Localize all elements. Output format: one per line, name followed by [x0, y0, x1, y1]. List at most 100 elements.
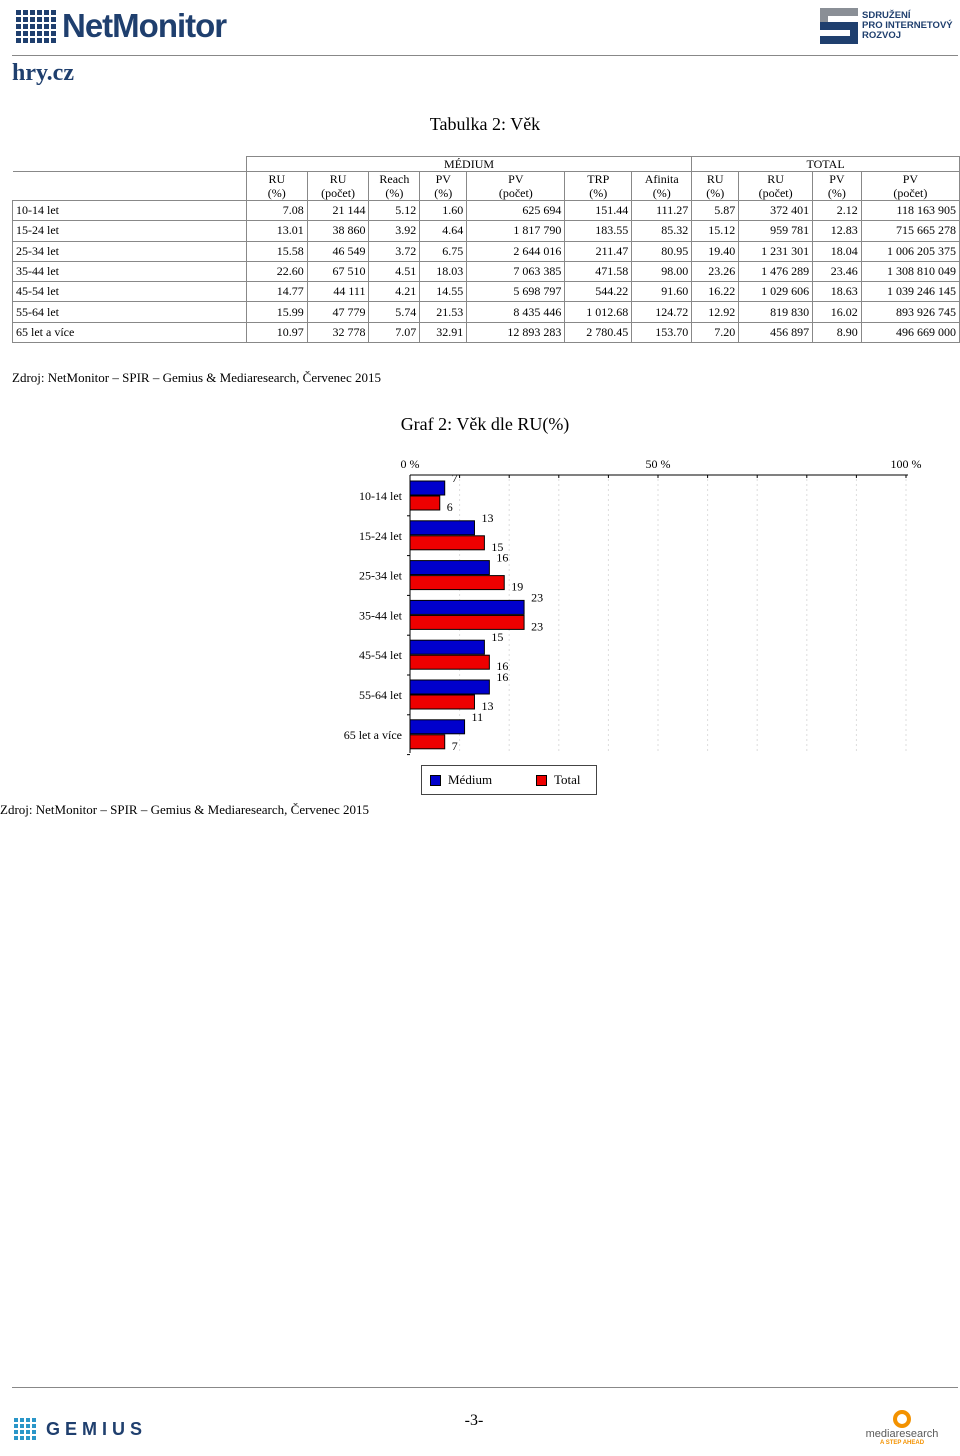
bar-mdium	[409, 520, 475, 536]
bar-mdium	[409, 679, 490, 695]
table-cell: 91.60	[631, 281, 693, 303]
bar-total	[409, 614, 525, 630]
table-cell: 8.90	[812, 321, 862, 344]
table-cell: 544.22	[564, 281, 633, 303]
category-label: 35-44 let	[359, 608, 403, 622]
table-cell: 3.92	[368, 220, 421, 242]
table-corner	[12, 156, 247, 172]
site-title: hry.cz	[12, 60, 74, 86]
x-tick-label: 0 %	[401, 457, 420, 471]
table-cell: 23.26	[691, 260, 740, 283]
table-cell: 6.75	[419, 240, 468, 262]
table-cell: 12.92	[691, 301, 740, 323]
table-cell: 456 897	[738, 321, 814, 344]
table-title: Tabulka 2: Věk	[429, 114, 541, 134]
table-row: 45-54 let 14.77 44 111 4.21 14.55 5 698 797 54…	[12, 281, 960, 303]
bar-data-label: 19	[511, 580, 523, 594]
table-cell: 471.58	[564, 260, 633, 283]
spir-wordmark: SDRUŽENÍ PRO INTERNETOVÝ ROZVOJ	[862, 11, 953, 41]
table-cell: 22.60	[245, 260, 308, 283]
bar-total	[409, 734, 446, 750]
bar-mdium	[409, 719, 466, 735]
bar-data-label: 23	[531, 590, 543, 604]
legend-item-medium: Médium	[430, 772, 492, 788]
table-cell: 18.03	[419, 260, 468, 283]
column-header: RU (%)	[245, 171, 308, 201]
table-cell: 151.44	[564, 199, 633, 222]
table-cell: 7 063 385	[466, 260, 566, 283]
table-cell: 16.02	[812, 301, 862, 323]
table-cell: 47 779	[306, 301, 370, 323]
table-cell: 5.87	[691, 199, 740, 222]
age-bar-chart: 0 % 50 % 100 % 10-14 let 7 6 15-24 let 13 15 25-3…	[344, 457, 922, 756]
category-label: 10-14 let	[359, 489, 403, 503]
table-cell: 7.20	[691, 321, 740, 344]
column-header: RU (počet)	[306, 171, 370, 201]
table-cell: 3.72	[368, 240, 421, 262]
row-label: 65 let a více	[12, 321, 247, 344]
column-header: Afinita (%)	[631, 171, 693, 201]
table-cell: 21.53	[419, 301, 468, 323]
category-label: 55-64 let	[359, 688, 403, 702]
table-cell: 111.27	[631, 199, 693, 222]
bar-data-label: 16	[496, 670, 508, 684]
table-cell: 12.83	[812, 220, 862, 242]
chart-title: Graf 2: Věk dle RU(%)	[400, 414, 570, 434]
netmonitor-dots-icon	[16, 9, 56, 43]
bar-data-label: 7	[452, 739, 458, 753]
mediaresearch-logo: mediaresearch A STEP AHEAD	[862, 1410, 942, 1447]
table-row: 55-64 let 15.99 47 779 5.74 21.53 8 435 446 1 …	[12, 301, 960, 323]
bar-total	[409, 495, 441, 511]
table-cell: 13.01	[245, 220, 308, 242]
bar-mdium	[409, 599, 525, 615]
mediaresearch-ring-icon	[893, 1410, 911, 1428]
table-row: 15-24 let 13.01 38 860 3.92 4.64 1 817 790 183…	[12, 220, 960, 242]
bar-mdium	[409, 639, 485, 655]
netmonitor-wordmark: NetMonitor	[62, 7, 227, 44]
table-cell: 67 510	[306, 260, 370, 283]
bar-mdium	[409, 560, 490, 576]
table-cell: 183.55	[564, 220, 633, 242]
gemius-dots-icon	[14, 1418, 36, 1440]
table-cell: 15.99	[245, 301, 308, 323]
table-cell: 44 111	[306, 281, 370, 303]
gemius-logo: GEMIUS	[14, 1418, 147, 1440]
bar-data-label: 11	[472, 710, 484, 724]
table-column-header: RU (%) RU (počet) Reach (%) PV (%) PV (počet) TRP(…	[12, 171, 960, 201]
table-cell: 80.95	[631, 240, 693, 262]
legend-item-total: Total	[536, 772, 581, 788]
legend-swatch-medium	[430, 774, 441, 786]
table-cell: 496 669 000	[860, 321, 960, 344]
table-cell: 893 926 745	[860, 301, 960, 323]
table-cell: 1 029 606	[738, 281, 814, 303]
row-label: 15-24 let	[12, 220, 247, 242]
bar-data-label: 6	[447, 500, 453, 514]
spir-line-2: PRO INTERNETOVÝ	[862, 20, 953, 31]
table-cell: 1 006 205 375	[860, 240, 960, 262]
x-tick-label: 100 %	[891, 457, 922, 471]
column-header: TRP (%)	[564, 171, 633, 201]
table-cell: 15.58	[245, 240, 308, 262]
table-cell: 14.55	[419, 281, 468, 303]
table-cell: 46 549	[306, 240, 370, 262]
table-cell: 118 163 905	[860, 199, 960, 222]
table-cell: 1 039 246 145	[860, 281, 960, 303]
spir-mark-icon	[820, 8, 858, 44]
table-cell: 1.60	[419, 199, 468, 222]
table-cell: 211.47	[564, 240, 633, 262]
table-cell: 32.91	[419, 321, 468, 344]
bar-data-label: 7	[452, 471, 458, 485]
table-cell: 4.64	[419, 220, 468, 242]
netmonitor-logo: NetMonitor	[16, 6, 227, 46]
group-medium-header: MÉDIUM	[245, 156, 693, 172]
legend-label-medium: Médium	[448, 772, 493, 787]
bar-data-label: 23	[531, 619, 543, 633]
age-table: MÉDIUM TOTAL RU (%) RU (počet) Reach (%) PV (%)…	[12, 156, 960, 344]
footer-divider	[12, 1387, 958, 1388]
table-cell: 18.63	[812, 281, 862, 303]
table-row: 65 let a více 10.97 32 778 7.07 32.91 12 893 …	[12, 321, 960, 344]
table-row: 10-14 let 7.08 21 144 5.12 1.60 625 694 151.44…	[12, 199, 960, 222]
table-cell: 2 644 016	[466, 240, 566, 262]
table-cell: 16.22	[691, 281, 740, 303]
bar-data-label: 15	[491, 540, 503, 554]
